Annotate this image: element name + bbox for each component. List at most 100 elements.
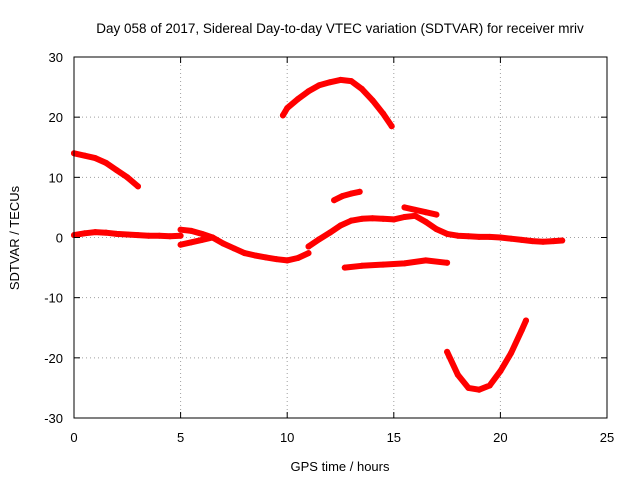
x-tick-label: 25: [600, 430, 614, 445]
y-tick-label: 20: [49, 110, 63, 125]
data-point: [559, 237, 566, 244]
data-point: [465, 384, 472, 391]
data-point: [522, 317, 529, 324]
data-point: [497, 368, 504, 375]
data-point: [124, 174, 131, 181]
data-point: [508, 235, 515, 242]
data-point: [444, 348, 451, 355]
data-point: [422, 257, 429, 264]
data-point: [279, 112, 286, 119]
data-point: [124, 231, 131, 238]
data-point: [476, 386, 483, 393]
data-point: [412, 206, 419, 213]
x-tick-label: 0: [70, 430, 77, 445]
series-arc-10: [444, 317, 529, 393]
data-point: [422, 218, 429, 225]
data-point: [145, 232, 152, 239]
data-point: [465, 233, 472, 240]
y-tick-label: -30: [44, 411, 63, 426]
data-point: [444, 259, 451, 266]
data-point: [380, 261, 387, 268]
data-point: [356, 188, 363, 195]
data-point: [316, 236, 323, 243]
data-point: [305, 88, 312, 95]
data-point: [81, 230, 88, 237]
data-point: [198, 236, 205, 243]
y-tick-label: 30: [49, 50, 63, 65]
data-point: [252, 252, 259, 259]
data-point: [177, 241, 184, 248]
data-point: [433, 226, 440, 233]
data-point: [134, 232, 141, 239]
data-point: [497, 234, 504, 241]
data-point: [241, 250, 248, 257]
data-point: [358, 215, 365, 222]
data-point: [476, 233, 483, 240]
data-point: [433, 211, 440, 218]
data-point: [508, 350, 515, 357]
data-point: [156, 232, 163, 239]
data-point: [177, 226, 184, 233]
data-point: [102, 159, 109, 166]
data-point: [284, 105, 291, 112]
y-tick-label: -10: [44, 291, 63, 306]
x-tick-label: 10: [280, 430, 294, 445]
data-point: [188, 239, 195, 246]
data-point: [348, 217, 355, 224]
data-point: [518, 327, 525, 334]
data-point: [113, 230, 120, 237]
series-arc-5: [279, 76, 395, 130]
data-point: [337, 76, 344, 83]
data-point: [550, 238, 557, 245]
series-arc-7: [331, 188, 363, 204]
data-point: [388, 123, 395, 130]
data-point: [412, 212, 419, 219]
y-tick-label: -20: [44, 351, 63, 366]
data-point: [358, 85, 365, 92]
data-point: [380, 110, 387, 117]
data-point: [134, 183, 141, 190]
y-axis-label: SDTVAR / TECUs: [7, 185, 22, 290]
data-point: [369, 215, 376, 222]
data-point: [294, 254, 301, 261]
data-point: [444, 230, 451, 237]
series-arc-8: [401, 204, 440, 218]
data-point: [369, 97, 376, 104]
data-point: [401, 260, 408, 267]
data-point: [294, 96, 301, 103]
data-point: [486, 233, 493, 240]
data-point: [305, 243, 312, 250]
data-point: [390, 216, 397, 223]
data-point: [401, 204, 408, 211]
axis-ticks: 0 5 10 15 20 25 -30 -20 -10 0 10 20 30: [44, 50, 614, 445]
data-point: [341, 264, 348, 271]
data-point: [326, 79, 333, 86]
data-point: [331, 197, 338, 204]
data-point: [540, 238, 547, 245]
data-point: [113, 167, 120, 174]
data-point: [422, 209, 429, 216]
data-point: [209, 234, 216, 241]
data-point: [81, 152, 88, 159]
data-point: [454, 232, 461, 239]
chart-title: Day 058 of 2017, Sidereal Day-to-day VTE…: [96, 21, 584, 36]
data-point: [230, 245, 237, 252]
data-point: [188, 227, 195, 234]
data-point: [380, 215, 387, 222]
data-point: [348, 190, 355, 197]
y-tick-label: 10: [49, 170, 63, 185]
data-point: [262, 254, 269, 261]
data-point: [177, 232, 184, 239]
data-point: [358, 262, 365, 269]
data-point: [339, 192, 346, 199]
data-point: [305, 250, 312, 257]
data-point: [326, 229, 333, 236]
data-point: [102, 229, 109, 236]
data-point: [337, 222, 344, 229]
data-point: [92, 155, 99, 162]
x-tick-label: 20: [493, 430, 507, 445]
data-point: [220, 240, 227, 247]
x-tick-label: 5: [177, 430, 184, 445]
data-point: [454, 371, 461, 378]
data-point: [316, 82, 323, 89]
